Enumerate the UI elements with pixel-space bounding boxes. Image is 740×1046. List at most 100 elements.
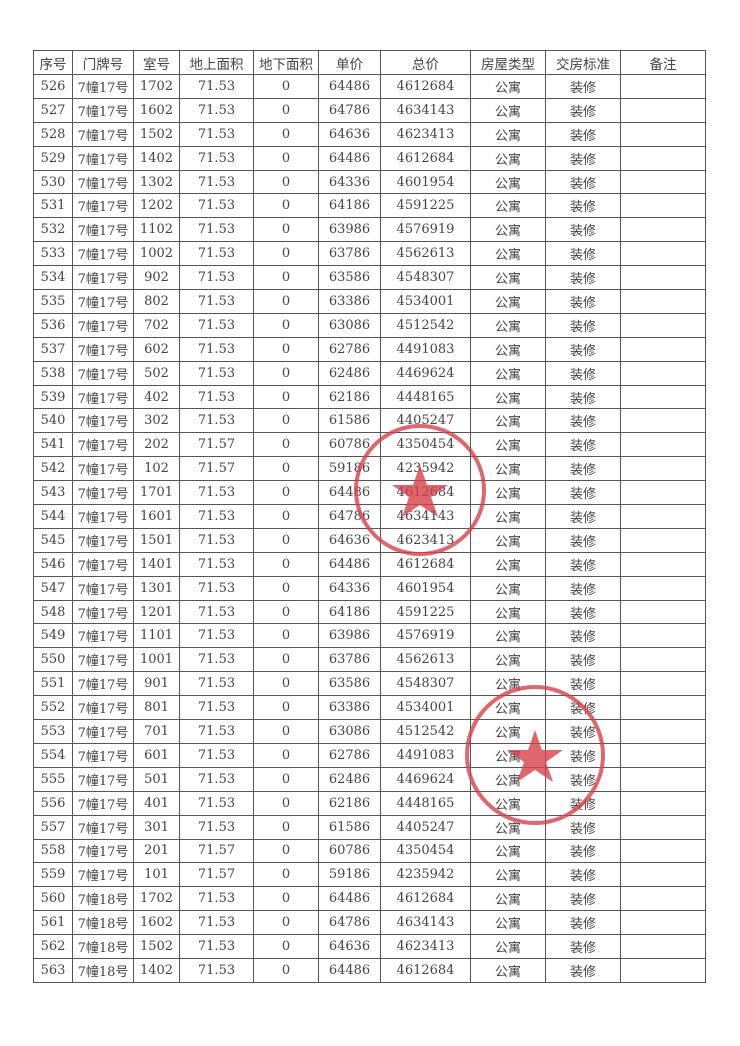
table-cell: 71.53: [179, 384, 254, 410]
table-cell: 557: [33, 814, 73, 840]
table-cell: 71.53: [179, 814, 254, 840]
table-cell: 4601954: [380, 169, 471, 195]
table-cell: 4235942: [380, 456, 471, 482]
table-cell: 公寓: [470, 575, 546, 601]
table-cell: 公寓: [470, 456, 546, 482]
table-cell: 公寓: [470, 599, 546, 625]
table-cell: 602: [133, 336, 180, 362]
table-cell: 公寓: [470, 145, 546, 171]
table-cell: 0: [253, 862, 319, 888]
table-cell: 4576919: [380, 623, 471, 649]
table-cell: 62486: [318, 766, 381, 792]
table-cell: 0: [253, 957, 319, 983]
table-cell: 550: [33, 647, 73, 673]
table-row: 527 7幢17号 1602 71.53 0 64786 4634143 公寓 装修: [33, 97, 706, 123]
table-row: 548 7幢17号 1201 71.53 0 64186 4591225 公寓 装修: [33, 599, 706, 625]
table-cell: 64636: [318, 527, 381, 553]
table-cell: 63786: [318, 647, 381, 673]
column-header: 地下面积: [253, 50, 319, 75]
table-cell: 公寓: [470, 265, 546, 291]
table-cell: 71.53: [179, 647, 254, 673]
table-cell: 公寓: [470, 360, 546, 386]
table-cell: 装修: [545, 862, 621, 888]
header-row: 序号 门牌号 室号 地上面积 地下面积 单价 总价 房屋类型 交房标准 备注: [33, 50, 706, 75]
table-cell: [620, 480, 706, 506]
table-cell: 公寓: [470, 957, 546, 983]
table-cell: 4548307: [380, 265, 471, 291]
table-row: 532 7幢17号 1102 71.53 0 63986 4576919 公寓 装修: [33, 217, 706, 243]
table-cell: [620, 456, 706, 482]
table-cell: 302: [133, 408, 180, 434]
table-cell: 64186: [318, 599, 381, 625]
table-row: 561 7幢18号 1602 71.53 0 64786 4634143 公寓 装修: [33, 910, 706, 936]
table-cell: 553: [33, 719, 73, 744]
table-cell: 0: [253, 934, 319, 959]
table-cell: 556: [33, 790, 73, 816]
table-cell: 装修: [545, 121, 621, 147]
table-cell: 71.53: [179, 265, 254, 291]
table-cell: 装修: [545, 623, 621, 649]
table-cell: 71.53: [179, 169, 254, 195]
table-cell: 561: [33, 910, 73, 936]
table-cell: 1102: [133, 217, 180, 243]
table-cell: 71.53: [179, 575, 254, 601]
table-cell: 71.53: [179, 480, 254, 506]
table-cell: 71.53: [179, 742, 254, 768]
table-row: 557 7幢17号 301 71.53 0 61586 4405247 公寓 装修: [33, 814, 706, 840]
table-cell: 701: [133, 719, 180, 744]
table-cell: 4448165: [380, 790, 471, 816]
table-cell: 4469624: [380, 360, 471, 386]
table-cell: 4601954: [380, 575, 471, 601]
table-cell: 0: [253, 766, 319, 792]
table-cell: 装修: [545, 934, 621, 959]
table-cell: 71.53: [179, 671, 254, 697]
table-cell: 0: [253, 241, 319, 267]
table-cell: 601: [133, 742, 180, 768]
table-cell: 71.53: [179, 934, 254, 959]
table-cell: 4623413: [380, 934, 471, 959]
table-cell: [620, 695, 706, 721]
table-cell: 64486: [318, 957, 381, 983]
table-row: 540 7幢17号 302 71.53 0 61586 4405247 公寓 装修: [33, 408, 706, 434]
table-cell: 7幢17号: [72, 766, 134, 792]
table-cell: 0: [253, 647, 319, 673]
table-cell: 公寓: [470, 671, 546, 697]
table-cell: 71.53: [179, 241, 254, 267]
table-cell: [620, 599, 706, 625]
table-cell: 1201: [133, 599, 180, 625]
table-cell: 64486: [318, 551, 381, 577]
table-cell: 501: [133, 766, 180, 792]
column-header: 门牌号: [72, 50, 134, 75]
table-cell: 装修: [545, 647, 621, 673]
column-header: 序号: [33, 50, 73, 75]
table-cell: 62186: [318, 790, 381, 816]
table-cell: 4235942: [380, 862, 471, 888]
table-cell: 7幢17号: [72, 265, 134, 291]
table-cell: [620, 766, 706, 792]
table-row: 556 7幢17号 401 71.53 0 62186 4448165 公寓 装修: [33, 790, 706, 816]
table-row: 526 7幢17号 1702 71.53 0 64486 4612684 公寓 装修: [33, 74, 706, 99]
table-cell: [620, 957, 706, 983]
table-cell: 0: [253, 312, 319, 338]
table-cell: 71.53: [179, 527, 254, 553]
table-cell: 0: [253, 671, 319, 697]
table-cell: 7幢17号: [72, 504, 134, 529]
table-cell: 装修: [545, 432, 621, 458]
table-cell: 公寓: [470, 97, 546, 123]
table-cell: 902: [133, 265, 180, 291]
table-cell: 装修: [545, 527, 621, 553]
table-row: 539 7幢17号 402 71.53 0 62186 4448165 公寓 装修: [33, 384, 706, 410]
table-cell: 7幢17号: [72, 217, 134, 243]
table-cell: 1602: [133, 910, 180, 936]
table-cell: 201: [133, 838, 180, 864]
table-cell: 0: [253, 169, 319, 195]
table-cell: 0: [253, 504, 319, 529]
table-row: 547 7幢17号 1301 71.53 0 64336 4601954 公寓 装修: [33, 575, 706, 601]
table-cell: 555: [33, 766, 73, 792]
table-cell: 公寓: [470, 790, 546, 816]
table-cell: 64486: [318, 145, 381, 171]
table-cell: 7幢17号: [72, 527, 134, 553]
table-cell: 装修: [545, 384, 621, 410]
table-cell: 71.57: [179, 432, 254, 458]
table-cell: 装修: [545, 886, 621, 912]
